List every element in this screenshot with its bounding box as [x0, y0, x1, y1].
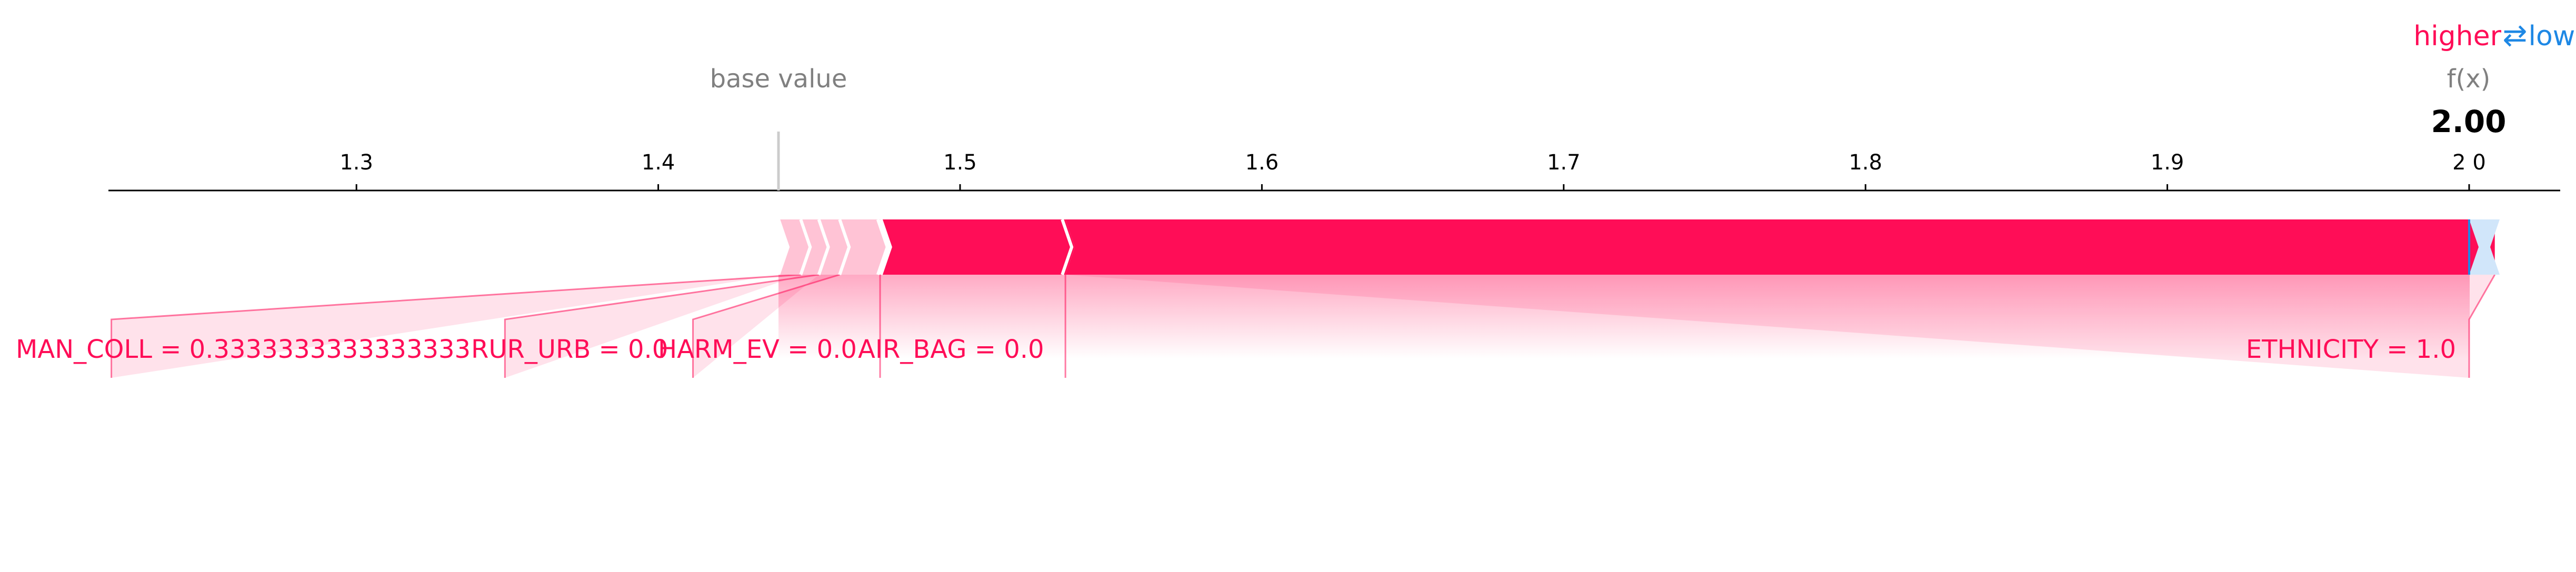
feature-labels: MAN_COLL = 0.3333333333333333 RUR_URB = 0… [16, 335, 2456, 364]
label-connectors [111, 274, 2496, 378]
feature-label: AIR_BAG = 0.0 [858, 335, 1044, 364]
segment-separator [799, 219, 812, 275]
feature-label: RUR_URB = 0.0 [471, 335, 668, 364]
x-axis-ticks: 1.3 1.4 1.5 1.6 1.7 1.8 1.9 2 0 [340, 150, 2486, 190]
connector-fill [693, 275, 840, 378]
connector-line [111, 274, 801, 378]
force-segment-higher [881, 219, 1075, 275]
force-segment-higher [818, 219, 850, 275]
connector-fill [1065, 275, 2495, 378]
x-tick-label: 1.7 [1547, 150, 1581, 175]
legend-arrow-icon: ⇄ [2503, 18, 2528, 53]
connector-line [692, 274, 840, 378]
segment-separator [838, 219, 851, 275]
force-segment-higher [1065, 219, 2495, 275]
x-tick-label: 2 0 [2452, 150, 2486, 175]
feature-label: MAN_COLL = 0.3333333333333333 [16, 335, 471, 364]
connector-fill [505, 275, 819, 378]
fx-value: 2.00 [2431, 104, 2506, 139]
x-tick-label: 1.8 [1849, 150, 1882, 175]
segment-separator [876, 219, 889, 275]
force-segment-lower [2469, 219, 2500, 275]
x-tick-label: 1.5 [943, 150, 977, 175]
segment-separator [817, 219, 830, 275]
legend-lower-label: lower [2529, 21, 2576, 52]
fade-region [778, 275, 2470, 359]
segment-separator [1061, 219, 1074, 275]
segment-separator [879, 219, 892, 275]
x-tick-label: 1.3 [340, 150, 373, 175]
connector-line [2468, 274, 2496, 378]
force-segment-higher [801, 219, 828, 275]
force-segment-higher [780, 219, 811, 275]
x-tick-label: 1.6 [1245, 150, 1279, 175]
feature-label: ETHNICITY = 1.0 [2246, 335, 2456, 364]
base-value-label: base value [710, 64, 847, 94]
x-tick-label: 1.4 [642, 150, 675, 175]
connector-fill [111, 275, 801, 378]
x-tick-label: 1.9 [2151, 150, 2184, 175]
connector-line [504, 274, 819, 378]
force-segment-higher [840, 219, 891, 275]
feature-label: HARM_EV = 0.0 [658, 335, 857, 364]
fx-label: f(x) [2447, 64, 2491, 94]
legend-higher-label: higher [2413, 21, 2501, 52]
force-segments [780, 219, 2500, 275]
